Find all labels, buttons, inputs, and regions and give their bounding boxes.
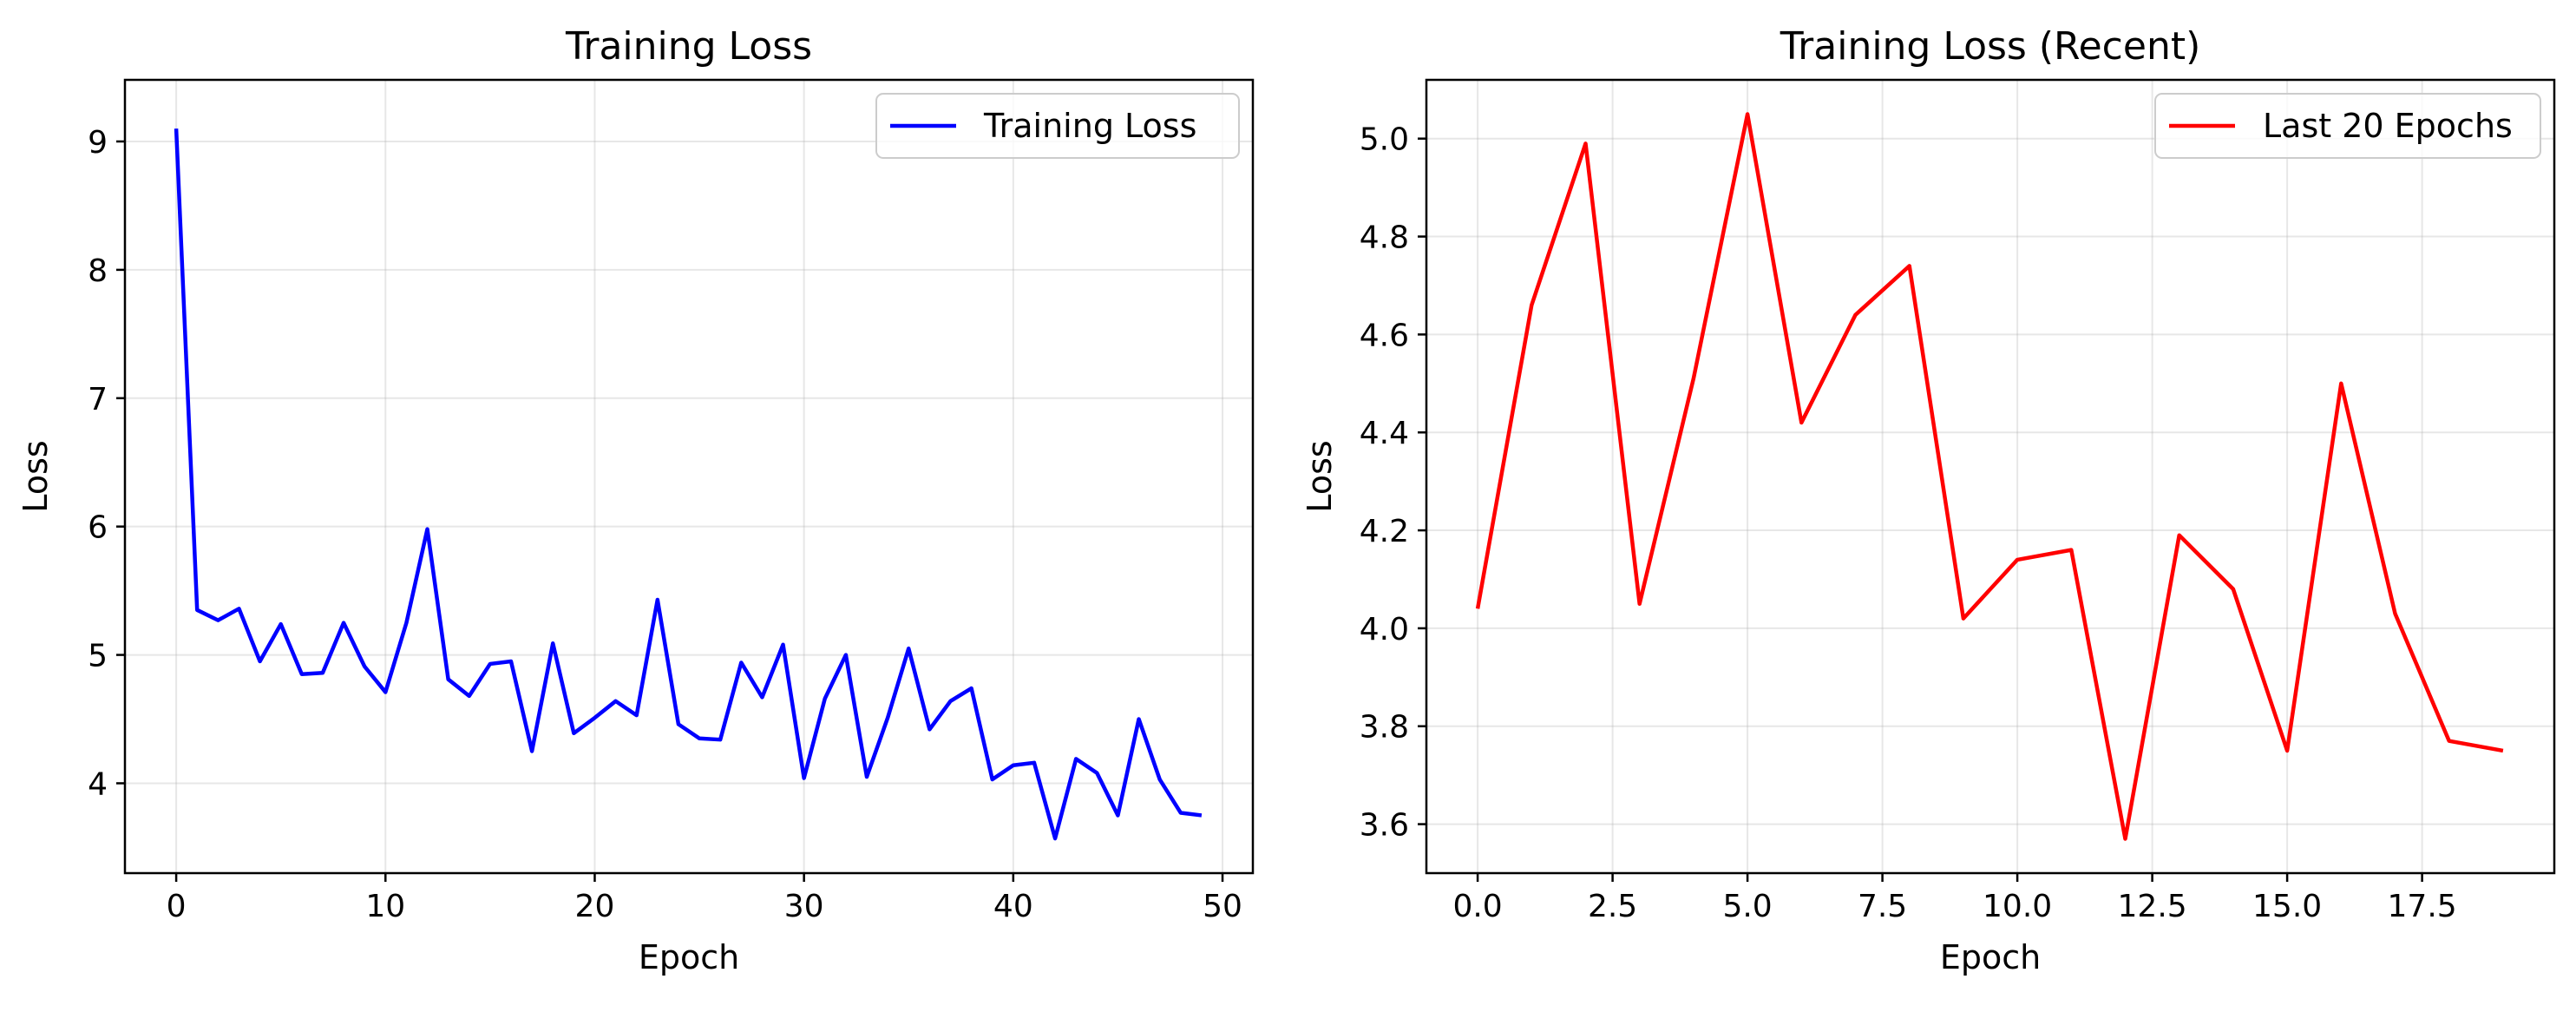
x-axis-label: Epoch xyxy=(1940,938,2041,976)
x-tick-label: 40 xyxy=(993,889,1033,924)
x-tick-label: 17.5 xyxy=(2388,889,2457,924)
chart-title: Training Loss (Recent) xyxy=(1780,24,2201,69)
y-tick-label: 9 xyxy=(88,125,108,161)
x-tick-label: 20 xyxy=(575,889,615,924)
x-tick-label: 50 xyxy=(1203,889,1242,924)
y-tick-label: 3.8 xyxy=(1360,710,1409,746)
plot-area-frame xyxy=(123,78,1255,875)
x-tick-label: 0 xyxy=(167,889,187,924)
y-tick-label: 5.0 xyxy=(1360,122,1409,158)
x-axis-label: Epoch xyxy=(639,938,739,976)
series-line-0 xyxy=(174,128,1203,841)
y-tick-label: 4.8 xyxy=(1360,220,1409,256)
chart-title: Training Loss xyxy=(565,24,812,69)
legend-frame xyxy=(875,93,1240,159)
y-tick-label: 4.2 xyxy=(1360,514,1409,549)
y-tick-label: 4.4 xyxy=(1360,416,1409,451)
legend-label: Training Loss xyxy=(983,107,1196,145)
x-tick-label: 5.0 xyxy=(1722,889,1772,924)
y-tick-label: 4.6 xyxy=(1360,318,1409,353)
plot-area-frame xyxy=(1425,78,2556,875)
y-tick-label: 8 xyxy=(88,253,108,289)
series-line-0 xyxy=(1475,112,2504,841)
x-tick-label: 12.5 xyxy=(2118,889,2187,924)
x-tick-label: 15.0 xyxy=(2252,889,2322,924)
chart-panel-training-loss: 0 10 20 30 40 50 4 5 6 7 8 9 Training Loss Epoch Loss T… xyxy=(16,24,1255,976)
chart-panel-training-loss-recent: 0.0 2.5 5.0 7.5 10.0 12.5 15.0 17.5 3.6 3.8 4.0 4.2… xyxy=(1301,24,2556,976)
x-tick-label: 30 xyxy=(784,889,824,924)
legend-frame xyxy=(2154,93,2541,159)
y-tick-label: 6 xyxy=(88,510,108,546)
x-tick-label: 2.5 xyxy=(1588,889,1637,924)
legend-label: Last 20 Epochs xyxy=(2263,107,2513,145)
x-tick-label: 0.0 xyxy=(1452,889,1502,924)
y-tick-label: 7 xyxy=(88,382,108,417)
y-axis-label: Loss xyxy=(16,440,55,512)
legend: Last 20 Epochs xyxy=(2154,93,2541,159)
x-tick-label: 10 xyxy=(365,889,405,924)
y-axis-label: Loss xyxy=(1301,440,1339,512)
x-tick-label: 7.5 xyxy=(1858,889,1907,924)
y-tick-label: 3.6 xyxy=(1360,808,1409,844)
y-tick-label: 4 xyxy=(88,766,108,802)
x-tick-label: 10.0 xyxy=(1983,889,2052,924)
y-tick-label: 5 xyxy=(88,639,108,674)
legend: Training Loss xyxy=(875,93,1240,159)
y-tick-label: 4.0 xyxy=(1360,612,1409,647)
